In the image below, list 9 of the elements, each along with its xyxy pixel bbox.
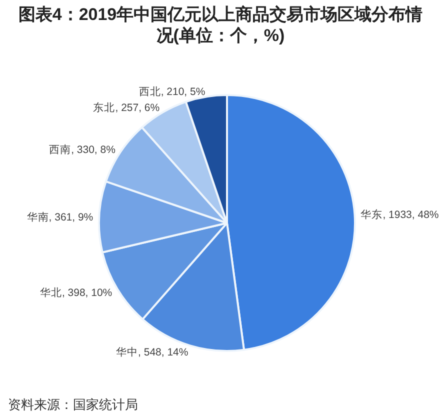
- slice-label: 华中, 548, 14%: [116, 345, 188, 358]
- text: 资料来源：国家统计局: [8, 396, 138, 413]
- slice-label: 华南, 361, 9%: [26, 210, 94, 224]
- slice-label: 华东, 1933, 48%: [360, 208, 439, 222]
- slice-label: 华北, 398, 10%: [40, 286, 112, 300]
- slice-label: 东北, 257, 6%: [93, 101, 160, 114]
- chart-title: 图表4：2019年中国亿元以上商品交易市场区域分布情况(单位：个，%): [18, 4, 423, 46]
- slice-label: 西南, 330, 8%: [49, 142, 116, 156]
- slice-label: 西北, 210, 5%: [138, 84, 206, 98]
